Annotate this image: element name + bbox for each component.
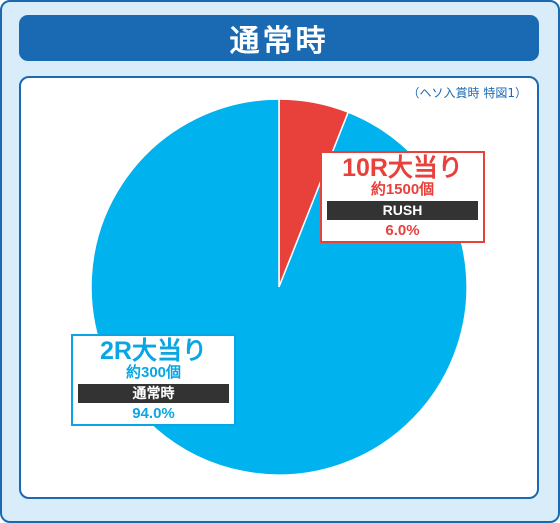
slice-name-rush: 10R大当り — [342, 154, 463, 182]
slice-payout-rush: 約1500個 — [370, 181, 435, 198]
slice-mode-normal: 通常時 — [78, 384, 229, 403]
title-bar: 通常時 — [19, 15, 539, 61]
slice-percent-rush: 6.0% — [385, 222, 420, 239]
source-note: （ヘソ入賞時 特図1） — [407, 86, 527, 100]
slice-percent-normal: 94.0% — [132, 405, 175, 422]
page-title: 通常時 — [229, 24, 329, 59]
slice-name-normal: 2R大当り — [100, 337, 207, 365]
slice-mode-rush: RUSH — [327, 201, 478, 220]
slice-label-normal: 2R大当り 約300個 通常時 94.0% — [71, 334, 236, 426]
slice-label-rush: 10R大当り 約1500個 RUSH 6.0% — [320, 151, 485, 243]
slice-payout-normal: 約300個 — [125, 364, 182, 381]
